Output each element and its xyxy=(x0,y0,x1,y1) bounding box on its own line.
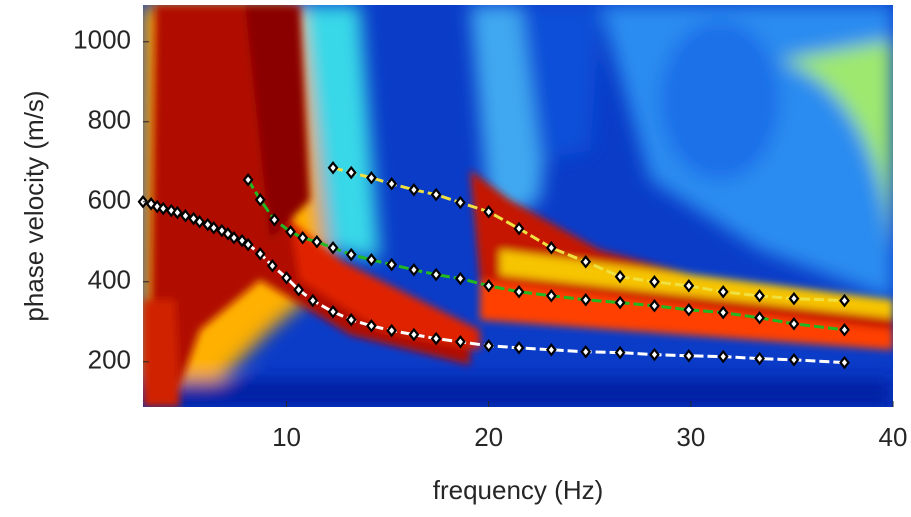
pick-point xyxy=(254,193,266,207)
pick-point xyxy=(297,231,309,245)
y-tick-label: 600 xyxy=(88,185,131,215)
pick-point xyxy=(754,289,765,303)
pick-point xyxy=(717,349,729,364)
pick-point xyxy=(483,205,495,219)
pick-point xyxy=(683,279,695,293)
pick-point xyxy=(754,351,765,366)
pick-point xyxy=(580,345,592,359)
pick-point xyxy=(165,203,177,218)
pick-point xyxy=(483,279,495,293)
pick-point xyxy=(839,323,850,337)
pick-point xyxy=(151,199,163,214)
pick-point xyxy=(222,227,234,241)
pick-point xyxy=(293,283,305,297)
pick-point xyxy=(614,269,626,284)
pick-point xyxy=(285,225,296,239)
pick-point xyxy=(327,161,339,175)
pick-point xyxy=(513,285,525,299)
pick-point xyxy=(171,205,183,220)
pick-point xyxy=(408,183,420,197)
y-tick-label: 400 xyxy=(88,265,131,295)
pick-point xyxy=(430,187,442,202)
y-axis-label: phase velocity (m/s) xyxy=(19,90,49,321)
pick-point xyxy=(327,241,339,255)
pick-point xyxy=(545,289,557,303)
pick-point xyxy=(545,343,557,357)
pick-point xyxy=(157,201,169,216)
pick-point xyxy=(788,317,800,331)
pick-point xyxy=(454,195,466,210)
pick-point xyxy=(513,341,525,355)
pick-point xyxy=(545,241,557,255)
pick-point xyxy=(366,253,377,267)
pick-point xyxy=(307,293,319,308)
pick-point xyxy=(208,221,220,235)
pick-point xyxy=(454,335,466,349)
pick-point xyxy=(754,311,765,325)
pick-point xyxy=(194,215,206,229)
pick-point xyxy=(788,291,800,306)
pick-point xyxy=(236,233,248,248)
pick-point xyxy=(788,353,800,367)
pick-point xyxy=(408,327,420,342)
pick-point xyxy=(266,259,278,273)
x-tick-label: 40 xyxy=(879,422,908,452)
pick-point xyxy=(242,237,254,252)
pick-point xyxy=(366,171,377,185)
pick-point xyxy=(839,293,850,308)
y-tick-label: 200 xyxy=(88,345,131,375)
pick-point xyxy=(717,285,729,299)
pick-point xyxy=(216,223,228,238)
pick-point xyxy=(649,347,660,362)
pick-point xyxy=(430,331,442,346)
pick-point xyxy=(408,263,420,277)
pick-point xyxy=(268,213,280,227)
pick-point xyxy=(430,267,442,282)
heatmap-background xyxy=(143,5,893,407)
pick-point xyxy=(228,231,240,245)
x-tick-label: 20 xyxy=(474,422,503,452)
pick-point xyxy=(483,339,495,353)
y-tick-label: 1000 xyxy=(73,25,131,55)
pick-point xyxy=(839,355,850,370)
y-tick-label: 800 xyxy=(88,105,131,135)
pick-point xyxy=(580,293,592,307)
pick-point xyxy=(386,177,398,191)
x-tick-label: 10 xyxy=(272,422,301,452)
pick-point xyxy=(345,313,357,327)
pick-point xyxy=(254,247,266,261)
x-tick-label: 30 xyxy=(676,422,705,452)
pick-point xyxy=(683,349,695,363)
x-axis-label: frequency (Hz) xyxy=(433,475,604,505)
pick-point xyxy=(683,303,695,317)
pick-point xyxy=(180,209,191,223)
pick-point xyxy=(345,165,357,180)
pick-point xyxy=(327,305,339,319)
pick-point xyxy=(386,257,398,272)
pick-point xyxy=(454,271,466,286)
pick-point xyxy=(345,247,357,262)
pick-point xyxy=(614,295,626,310)
pick-point xyxy=(242,173,254,187)
pick-point xyxy=(513,221,525,236)
pick-point xyxy=(366,319,377,333)
pick-point xyxy=(311,235,323,249)
pick-point xyxy=(649,299,660,313)
pick-point xyxy=(580,255,592,269)
pick-point xyxy=(614,345,626,360)
pick-point xyxy=(281,271,292,285)
pick-point xyxy=(717,305,729,320)
pick-point xyxy=(649,275,660,289)
pick-point xyxy=(386,323,398,338)
